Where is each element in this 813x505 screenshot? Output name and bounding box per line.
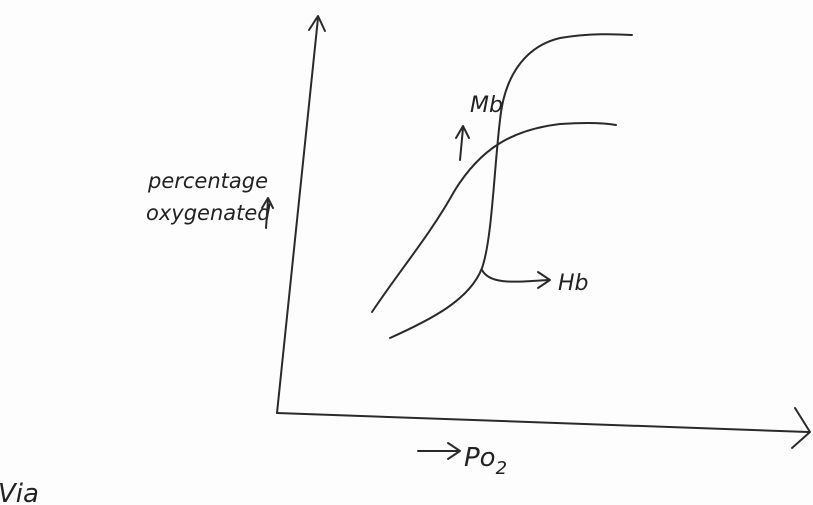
y-label-line2: oxygenated	[146, 201, 271, 225]
cut-off-text: Via	[0, 479, 39, 505]
page: Mb Hb percentage oxygenated Po2 Via (() …	[0, 0, 813, 505]
hb-label: Hb	[558, 271, 589, 296]
diagram: Mb Hb percentage oxygenated Po2 Via	[0, 0, 813, 505]
x-label-sub: 2	[496, 458, 507, 479]
x-label-main: Po	[464, 443, 496, 473]
mb-label: Mb	[470, 93, 503, 118]
y-label-line1: percentage	[147, 169, 268, 193]
paper	[0, 0, 813, 505]
